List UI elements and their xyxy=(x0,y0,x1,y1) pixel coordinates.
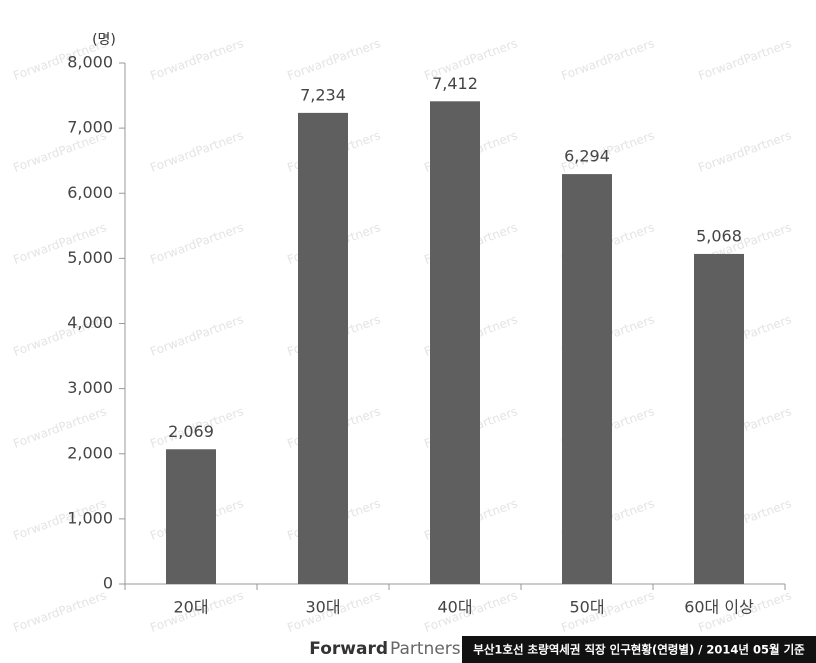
caption-box xyxy=(462,636,816,663)
bar xyxy=(562,174,612,584)
bar xyxy=(694,253,744,584)
y-tick-label: 2,000 xyxy=(67,443,113,462)
x-tick-label: 20대 xyxy=(173,598,208,617)
watermark: ForwardPartners xyxy=(148,220,245,267)
watermark: ForwardPartners xyxy=(148,36,245,83)
watermark: ForwardPartners xyxy=(11,588,108,635)
y-tick-label: 1,000 xyxy=(67,508,113,527)
watermark: ForwardPartners xyxy=(559,36,656,83)
x-tick-label: 40대 xyxy=(437,598,472,617)
watermarks: ForwardPartners ForwardPartners ForwardPar… xyxy=(11,36,793,635)
y-tick-label: 3,000 xyxy=(67,378,113,397)
watermark: ForwardPartners xyxy=(148,128,245,175)
watermark: ForwardPartners xyxy=(696,36,793,83)
x-tick-label: 30대 xyxy=(305,598,340,617)
value-label: 5,068 xyxy=(696,226,742,245)
watermark: ForwardPartners xyxy=(148,312,245,359)
value-label: 6,294 xyxy=(564,147,610,166)
bar xyxy=(430,101,480,584)
watermark: ForwardPartners xyxy=(696,128,793,175)
value-label: 7,412 xyxy=(432,74,478,93)
y-tick-label: 5,000 xyxy=(67,248,113,267)
logo-bold: Forward xyxy=(309,639,388,659)
y-tick-label: 8,000 xyxy=(67,53,113,72)
watermark: ForwardPartners xyxy=(285,36,382,83)
value-label: 2,069 xyxy=(168,422,214,441)
bar xyxy=(166,449,216,584)
y-tick-label: 6,000 xyxy=(67,183,113,202)
bar xyxy=(298,112,348,585)
logo-light: Partners xyxy=(390,639,461,659)
y-unit: (명) xyxy=(92,32,116,48)
y-tick-label: 0 xyxy=(103,574,113,593)
y-tick-label: 4,000 xyxy=(67,313,113,332)
x-tick-label: 60대 이상 xyxy=(684,598,754,617)
x-tick-label: 50대 xyxy=(569,598,604,617)
caption: 부산1호선 초량역세권 직장 인구현황(연령별) / 2014년 05월 기준 xyxy=(473,643,805,657)
y-tick-label: 7,000 xyxy=(67,118,113,137)
value-label: 7,234 xyxy=(300,85,346,104)
